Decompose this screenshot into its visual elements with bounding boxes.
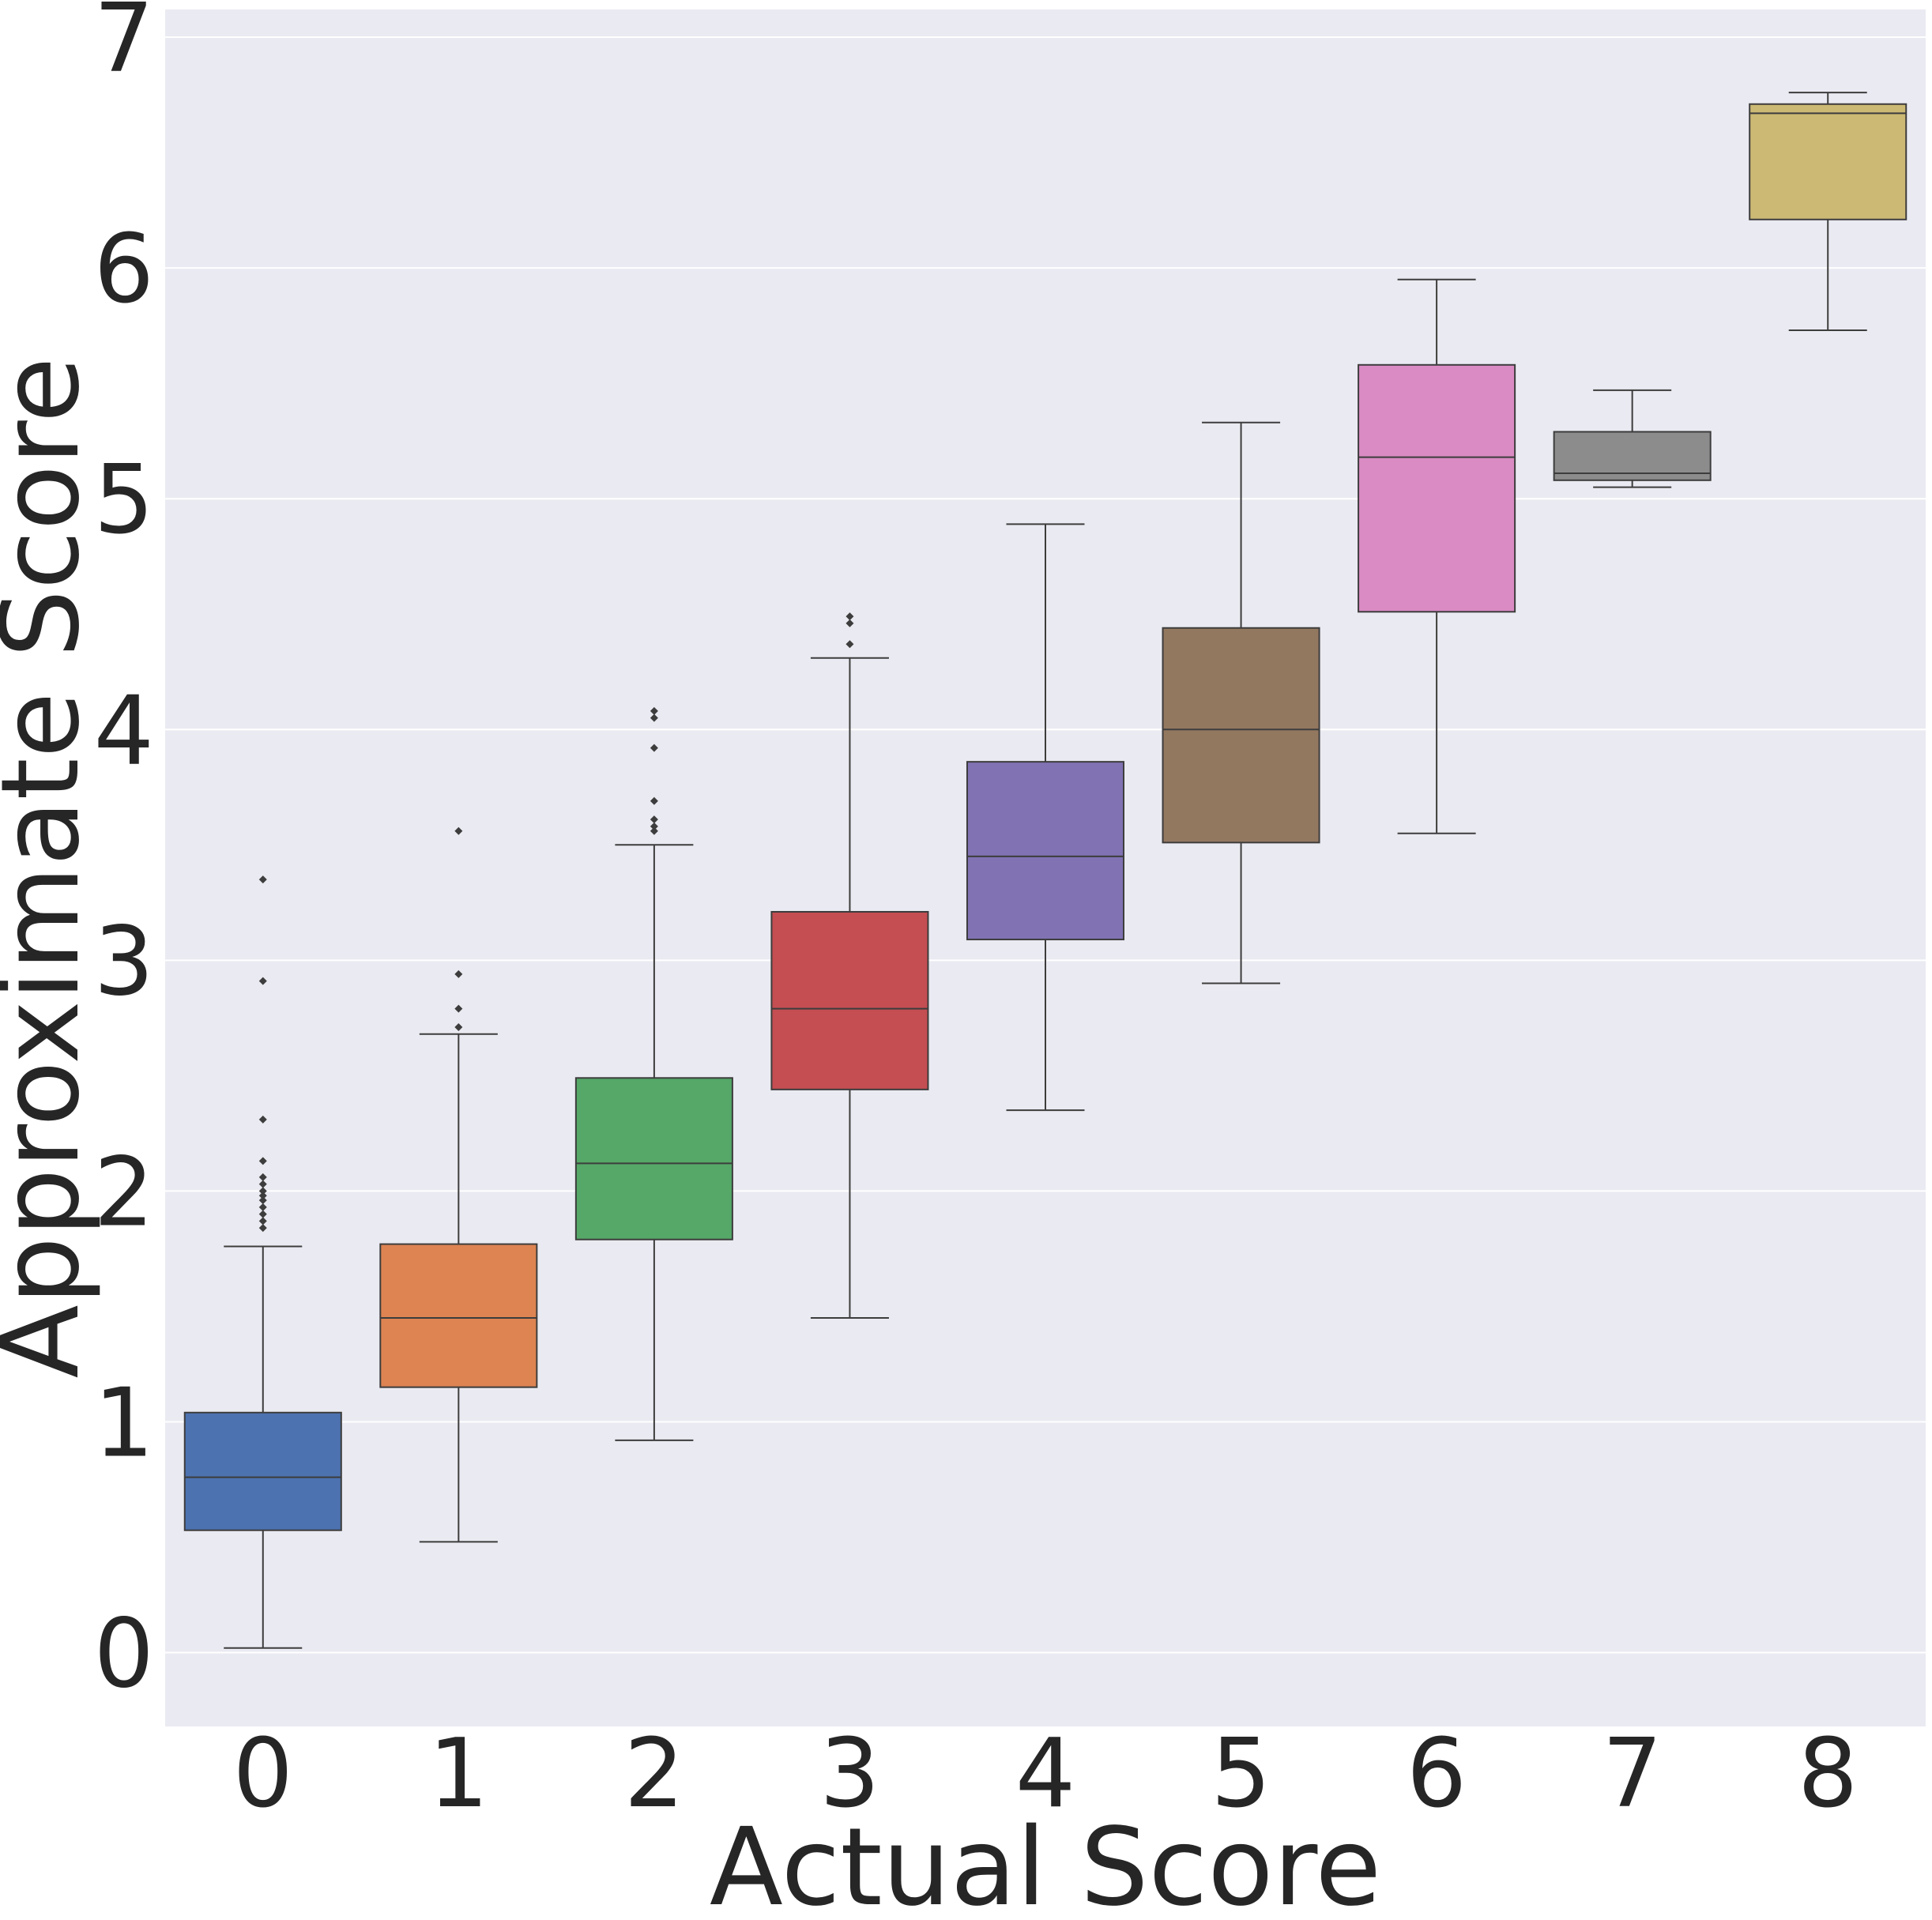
outlier-point <box>454 1023 463 1032</box>
box-iqr <box>966 761 1125 941</box>
box-iqr <box>1358 363 1516 613</box>
x-tick-label: 6 <box>1407 1719 1467 1829</box>
y-tick-label: 3 <box>94 907 154 1017</box>
x-axis-label: Actual Score <box>710 1805 1381 1920</box>
box-iqr <box>1162 627 1320 844</box>
box-iqr <box>1553 431 1712 481</box>
y-axis-label: Approximate Score <box>0 357 104 1379</box>
y-tick-label: 7 <box>94 0 154 94</box>
outlier-point <box>258 1210 267 1218</box>
box-group <box>1749 92 1908 331</box>
outlier-point <box>650 822 658 830</box>
outlier-point <box>258 1115 267 1124</box>
x-tick-label: 5 <box>1211 1719 1271 1829</box>
outlier-point <box>258 1173 267 1181</box>
box-iqr <box>574 1077 733 1240</box>
box-group <box>1358 278 1516 834</box>
y-tick-label: 6 <box>94 215 154 325</box>
outlier-point <box>650 706 658 715</box>
y-tick-label: 5 <box>94 446 154 555</box>
x-tick-labels: 0 1 2 3 4 5 6 7 8 <box>233 1719 1859 1829</box>
outlier-point <box>454 969 463 978</box>
x-tick-label: 8 <box>1798 1719 1858 1829</box>
outlier-point <box>650 826 658 835</box>
outlier-point <box>650 796 658 805</box>
x-tick-label: 4 <box>1015 1719 1075 1829</box>
box-group <box>1162 421 1320 984</box>
outlier-point <box>454 826 463 835</box>
y-tick-label: 2 <box>94 1138 154 1248</box>
outlier-point <box>258 1157 267 1165</box>
y-tick-label: 4 <box>94 676 154 786</box>
outlier-point <box>258 1203 267 1211</box>
outlier-point <box>258 977 267 985</box>
box-iqr <box>1749 103 1908 220</box>
y-tick-label: 0 <box>94 1600 154 1710</box>
x-tick-label: 3 <box>819 1719 879 1829</box>
box-group <box>966 523 1125 1112</box>
x-tick-label: 2 <box>624 1719 684 1829</box>
x-tick-label: 1 <box>428 1719 488 1829</box>
box-group <box>574 706 733 1441</box>
box-group <box>1553 389 1712 488</box>
outlier-point <box>258 1192 267 1200</box>
outlier-point <box>650 744 658 752</box>
outlier-point <box>845 619 854 627</box>
y-tick-labels: 0 1 2 3 4 5 6 7 <box>94 0 154 1710</box>
outlier-point <box>258 1196 267 1205</box>
outlier-point <box>258 1217 267 1225</box>
outlier-point <box>454 1004 463 1013</box>
outlier-point <box>258 1180 267 1188</box>
x-tick-label: 7 <box>1602 1719 1662 1829</box>
outlier-point <box>650 713 658 722</box>
outlier-point <box>258 875 267 884</box>
outlier-point <box>650 815 658 824</box>
outlier-point <box>258 1187 267 1195</box>
box-iqr <box>379 1243 538 1388</box>
y-tick-label: 1 <box>94 1368 154 1478</box>
box-group <box>379 826 538 1543</box>
x-tick-label: 0 <box>233 1719 293 1829</box>
boxes-layer <box>183 92 1908 1649</box>
box-group <box>183 875 342 1649</box>
outlier-point <box>845 640 854 649</box>
outlier-point <box>258 1224 267 1233</box>
outlier-point <box>845 612 854 621</box>
box-group <box>770 612 929 1320</box>
box-iqr <box>770 910 929 1090</box>
box-iqr <box>183 1411 342 1531</box>
